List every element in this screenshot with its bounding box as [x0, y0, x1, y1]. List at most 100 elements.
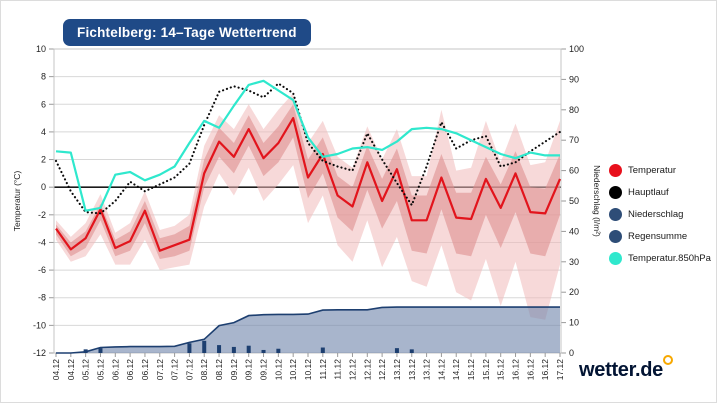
x-axis-tick-label: 05.12 [95, 359, 105, 381]
left-axis-tick-label: 8 [41, 72, 46, 82]
x-axis-tick-label: 12.12 [377, 359, 387, 381]
uncertainty-band [56, 93, 560, 320]
left-axis-tick-label: -4 [38, 237, 46, 247]
uncertainty-band [56, 104, 560, 259]
x-axis-tick-label: 13.12 [407, 359, 417, 381]
precipitation-bar [98, 348, 103, 353]
left-axis-tick-label: 4 [41, 127, 46, 137]
left-axis-tick-label: 2 [41, 155, 46, 165]
legend-item-temperatur: Temperatur [609, 164, 711, 177]
legend-label: Regensumme [628, 231, 688, 242]
legend-label: Niederschlag [628, 209, 684, 220]
legend-swatch-regensumme [609, 230, 622, 243]
legend-swatch-temperatur-850hpa [609, 252, 622, 265]
precipitation-bar [394, 348, 399, 353]
x-axis-tick-label: 16.12 [540, 359, 550, 381]
precipitation-bar [261, 349, 266, 353]
x-axis-tick-label: 15.12 [496, 359, 506, 381]
precipitation-bar [320, 347, 325, 353]
precipitation-bar [409, 349, 414, 353]
x-axis-tick-label: 07.12 [155, 359, 165, 381]
right-axis-tick-label: 90 [569, 74, 579, 84]
x-axis-tick-label: 12.12 [362, 359, 372, 381]
left-axis-tick-label: -8 [38, 293, 46, 303]
logo-text: wetter.de [579, 359, 663, 381]
left-axis-tick-label: -10 [33, 320, 46, 330]
right-axis-tick-label: 70 [569, 135, 579, 145]
x-axis-tick-label: 10.12 [303, 359, 313, 381]
legend-swatch-temperatur [609, 164, 622, 177]
legend-swatch-niederschlag [609, 208, 622, 221]
x-axis-tick-label: 10.12 [288, 359, 298, 381]
x-axis-tick-label: 09.12 [229, 359, 239, 381]
precipitation-bar [217, 345, 222, 353]
x-axis-tick-label: 05.12 [81, 359, 91, 381]
x-axis-tick-label: 11.12 [318, 359, 328, 380]
legend-swatch-hauptlauf [609, 186, 622, 199]
x-axis-tick-label: 04.12 [66, 359, 76, 381]
temperature-850hpa-line [55, 79, 560, 212]
legend-item-niederschlag: Niederschlag [609, 208, 711, 221]
left-axis-title: Temperatur (°C) [12, 171, 22, 232]
legend-item-hauptlauf: Hauptlauf [609, 186, 711, 199]
left-axis-tick-label: 6 [41, 99, 46, 109]
left-axis-tick-label: 0 [41, 182, 46, 192]
x-axis-tick-label: 06.12 [110, 359, 120, 381]
x-axis-tick-label: 13.12 [392, 359, 402, 381]
x-axis-tick-label: 14.12 [436, 359, 446, 381]
right-axis-tick-label: 100 [569, 44, 584, 54]
x-axis-tick-label: 08.12 [199, 359, 209, 381]
wetter-de-logo: wetter.de [579, 355, 673, 382]
precipitation-bar [202, 340, 207, 353]
x-axis-tick-label: 11.12 [333, 359, 343, 380]
legend-label: Temperatur [628, 165, 677, 176]
legend-item-regensumme: Regensumme [609, 230, 711, 243]
x-axis-tick-label: 07.12 [170, 359, 180, 381]
left-axis-tick-label: -2 [38, 210, 46, 220]
precipitation-bar [276, 348, 281, 353]
right-axis-tick-label: 50 [569, 196, 579, 206]
x-axis-tick-label: 09.12 [244, 359, 254, 381]
x-axis-tick-label: 15.12 [481, 359, 491, 381]
right-axis-tick-label: 20 [569, 287, 579, 297]
x-axis-tick-label: 07.12 [184, 359, 194, 381]
precipitation-bar [187, 343, 192, 353]
precipitation-bar [83, 349, 88, 353]
legend-label: Temperatur.850hPa [628, 253, 711, 264]
right-axis-tick-label: 30 [569, 257, 579, 267]
rain-sum-border [56, 306, 560, 354]
precipitation-bar [231, 346, 236, 353]
x-axis-tick-label: 13.12 [422, 359, 432, 381]
x-axis-tick-label: 14.12 [451, 359, 461, 381]
x-axis-tick-label: 12.12 [347, 359, 357, 381]
x-axis-tick-label: 17.12 [555, 359, 565, 381]
x-axis-tick-label: 16.12 [525, 359, 535, 381]
x-axis-tick-label: 09.12 [259, 359, 269, 381]
legend-item-temperatur-850hpa: Temperatur.850hPa [609, 252, 711, 265]
left-axis-tick-label: 10 [36, 44, 46, 54]
x-axis-tick-label: 10.12 [273, 359, 283, 381]
right-axis-tick-label: 0 [569, 348, 574, 358]
precipitation-bar [246, 345, 251, 353]
x-axis-tick-label: 06.12 [125, 359, 135, 381]
x-axis-tick-label: 06.12 [140, 359, 150, 381]
x-axis-tick-label: 16.12 [511, 359, 521, 381]
x-axis-tick-label: 08.12 [214, 359, 224, 381]
x-axis-tick-label: 04.12 [51, 359, 61, 381]
x-axis-tick-label: 15.12 [466, 359, 476, 381]
right-axis-tick-label: 60 [569, 166, 579, 176]
temperature-line [55, 116, 562, 252]
right-axis-tick-label: 10 [569, 318, 579, 328]
right-axis-title: Niederschlag (l/m²) [592, 165, 602, 237]
legend-label: Hauptlauf [628, 187, 669, 198]
degree-ring-icon [663, 355, 673, 365]
left-axis-tick-label: -6 [38, 265, 46, 275]
right-axis-tick-label: 80 [569, 105, 579, 115]
rain-sum-area [56, 307, 560, 353]
chart-legend: Temperatur Hauptlauf Niederschlag Regensumm… [609, 164, 711, 265]
left-axis-tick-label: -12 [33, 348, 46, 358]
right-axis-tick-label: 40 [569, 226, 579, 236]
chart-title-badge: Fichtelberg: 14–Tage Wettertrend [63, 19, 311, 46]
